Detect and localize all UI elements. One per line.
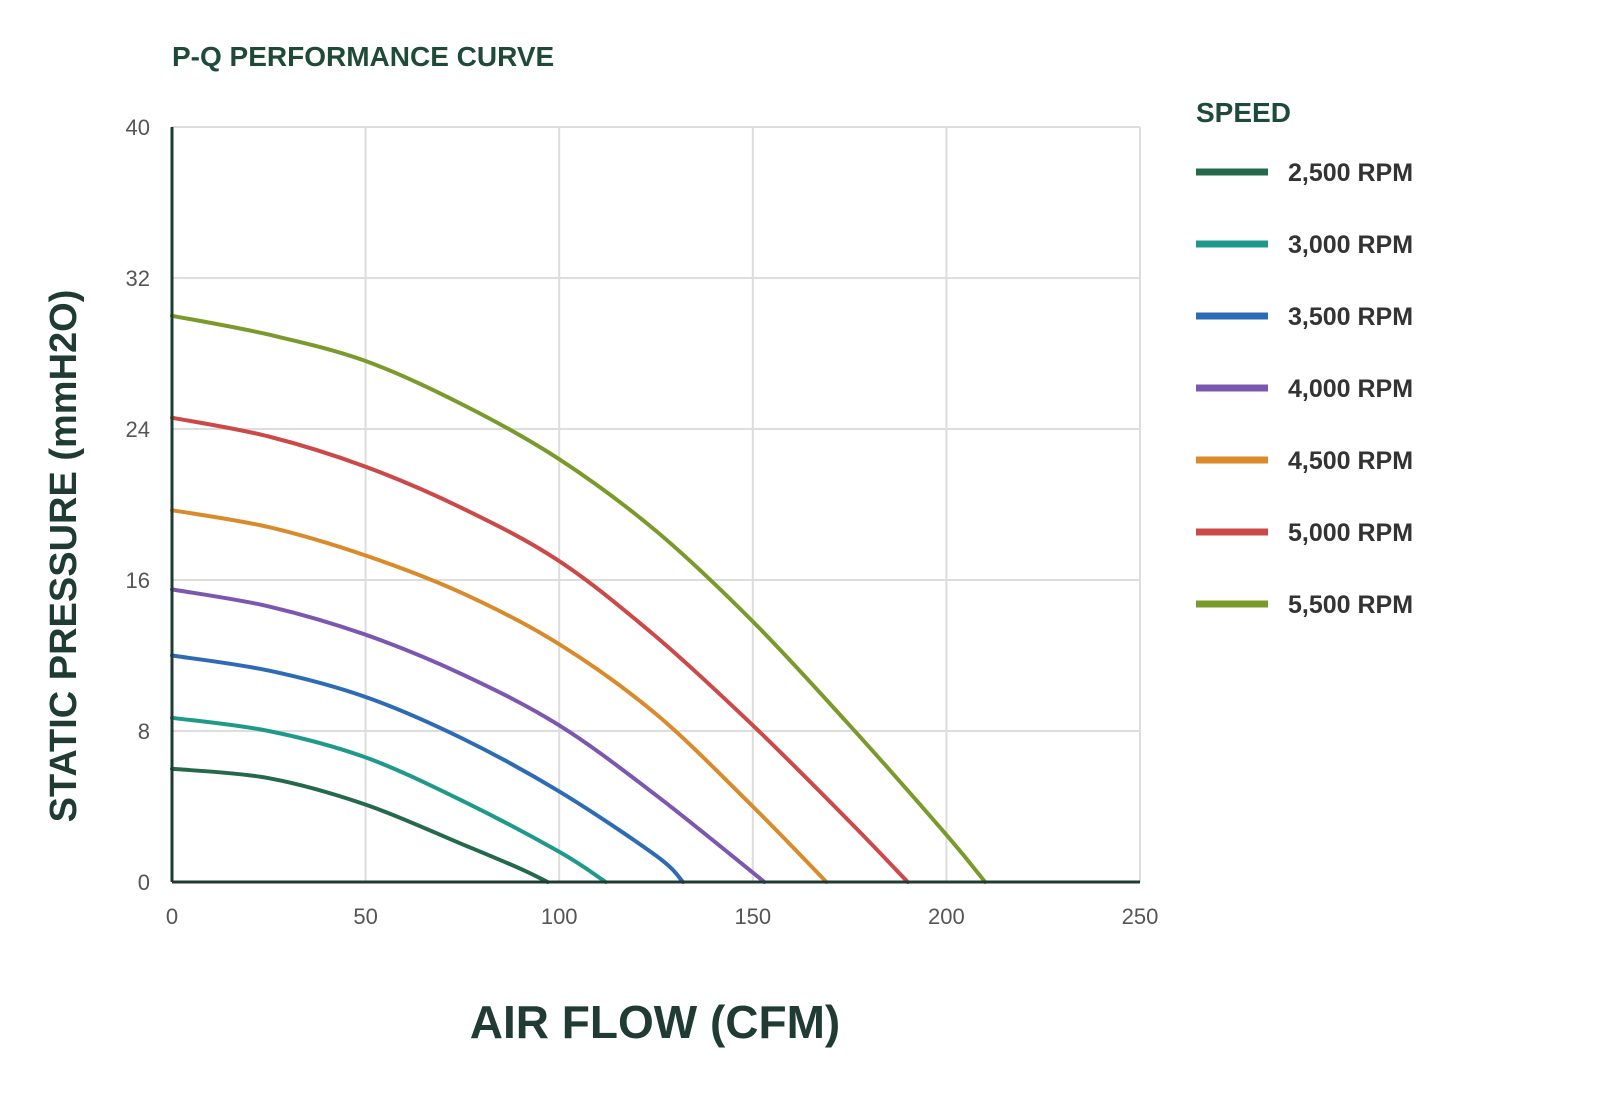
series-line xyxy=(170,715,608,884)
legend: 2,500 RPM 3,000 RPM 3,500 RPM 4,000 RPM 4,50… xyxy=(1196,159,1413,619)
legend-title: SPEED xyxy=(1196,97,1291,128)
x-tick-label: 100 xyxy=(541,904,578,929)
series-line xyxy=(170,415,910,884)
x-tick-label: 200 xyxy=(928,904,965,929)
y-tick-label: 0 xyxy=(138,870,150,895)
y-tick-label: 8 xyxy=(138,719,150,744)
series-line xyxy=(170,766,550,884)
x-tick-labels: 0 50 100 150 200 250 xyxy=(166,904,1158,929)
series-line xyxy=(170,587,767,884)
series-line xyxy=(170,508,829,884)
x-tick-label: 0 xyxy=(166,904,178,929)
grid-lines xyxy=(172,126,1141,882)
x-tick-label: 150 xyxy=(734,904,771,929)
legend-label: 4,000 RPM xyxy=(1288,375,1413,403)
y-tick-label: 40 xyxy=(126,115,150,140)
legend-label: 2,500 RPM xyxy=(1288,159,1413,187)
legend-label: 3,000 RPM xyxy=(1288,231,1413,259)
y-tick-label: 32 xyxy=(126,266,150,291)
y-axis-title: STATIC PRESSURE (mmH2O) xyxy=(43,290,85,823)
y-tick-label: 16 xyxy=(126,568,150,593)
legend-label: 5,000 RPM xyxy=(1288,519,1413,547)
axes xyxy=(170,127,1140,884)
chart-title: P-Q PERFORMANCE CURVE xyxy=(172,41,554,72)
y-tick-labels: 0 8 16 24 32 40 xyxy=(126,115,150,895)
legend-label: 5,500 RPM xyxy=(1288,591,1413,619)
series-line xyxy=(170,653,686,884)
legend-label: 3,500 RPM xyxy=(1288,303,1413,331)
series-line xyxy=(170,313,988,884)
legend-label: 4,500 RPM xyxy=(1288,447,1413,475)
y-tick-label: 24 xyxy=(126,417,150,442)
series-curves xyxy=(170,313,988,884)
x-tick-label: 250 xyxy=(1122,904,1159,929)
x-axis-title: AIR FLOW (CFM) xyxy=(470,996,840,1048)
x-tick-label: 50 xyxy=(353,904,377,929)
